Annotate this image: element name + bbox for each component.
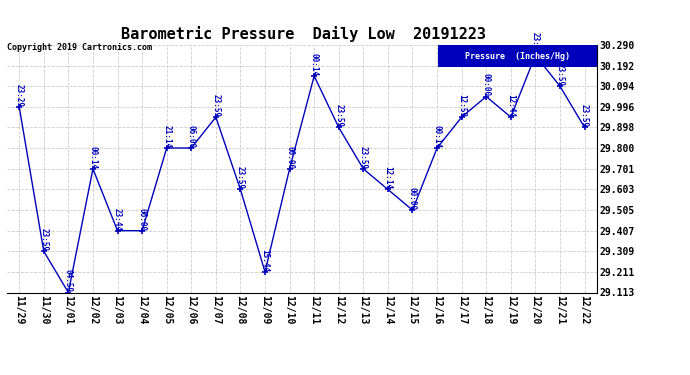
Text: 12:14: 12:14: [384, 166, 393, 189]
Text: 12:59: 12:59: [457, 94, 466, 117]
Text: 06:00: 06:00: [187, 125, 196, 148]
Text: 23:44: 23:44: [113, 207, 122, 231]
Text: 00:14: 00:14: [433, 125, 442, 148]
Text: 23:59: 23:59: [531, 32, 540, 55]
Text: 15:44: 15:44: [261, 249, 270, 272]
Text: 23:59: 23:59: [236, 166, 245, 189]
Text: 00:00: 00:00: [482, 74, 491, 96]
Text: 23:59: 23:59: [334, 104, 343, 128]
Text: 04:59: 04:59: [64, 269, 73, 292]
Text: 21:14: 21:14: [162, 125, 171, 148]
Text: Copyright 2019 Cartronics.com: Copyright 2019 Cartronics.com: [7, 43, 152, 52]
Text: 12:44: 12:44: [506, 94, 515, 117]
Text: 23:59: 23:59: [211, 94, 220, 117]
Text: 06:00: 06:00: [137, 207, 146, 231]
Text: 00:00: 00:00: [285, 146, 294, 169]
Text: 23:59: 23:59: [580, 104, 589, 128]
Text: 00:14: 00:14: [310, 53, 319, 76]
Text: 23:29: 23:29: [14, 84, 23, 107]
Text: 00:14: 00:14: [88, 146, 97, 169]
Text: 00:00: 00:00: [408, 187, 417, 210]
Text: 23:59: 23:59: [39, 228, 48, 251]
Text: 23:59: 23:59: [555, 63, 564, 86]
Text: Barometric Pressure  Daily Low  20191223: Barometric Pressure Daily Low 20191223: [121, 26, 486, 42]
Text: 23:59: 23:59: [359, 146, 368, 169]
